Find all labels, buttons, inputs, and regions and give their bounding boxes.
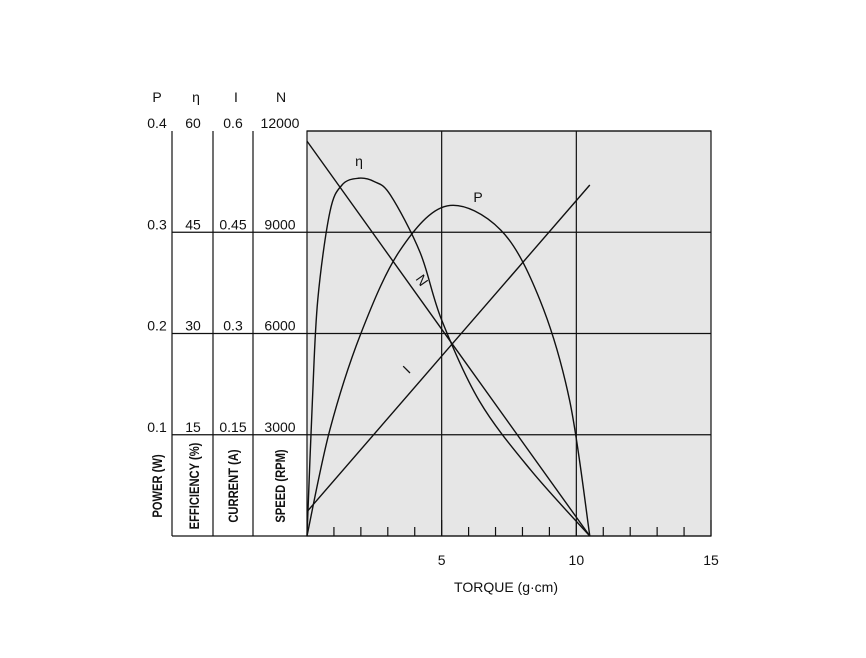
- y-tick-label: 60: [185, 115, 201, 131]
- y-tick-label: 0.4: [147, 115, 167, 131]
- y-tick-label: 0.45: [219, 216, 246, 232]
- y-tick-label: 0.1: [147, 419, 167, 435]
- series-line: [306, 204, 591, 537]
- y-axis-label: SPEED (RPM): [273, 449, 288, 522]
- x-axis-label: TORQUE (g·cm): [454, 579, 558, 595]
- y-tick-label: 45: [185, 216, 201, 232]
- y-tick-label: 30: [185, 318, 201, 334]
- y-tick-label: 3000: [264, 419, 295, 435]
- x-tick-label: 5: [438, 552, 446, 568]
- y-axis-label: CURRENT (A): [226, 449, 241, 522]
- x-tick-label: 15: [703, 552, 719, 568]
- y-tick-label: 9000: [264, 216, 295, 232]
- y-tick-label: 12000: [261, 115, 300, 131]
- y-tick-label: 0.3: [223, 318, 243, 334]
- axis-symbol: N: [276, 89, 286, 105]
- axis-symbol: η: [192, 89, 200, 105]
- y-tick-label: 0.3: [147, 216, 167, 232]
- series-line: [306, 140, 591, 537]
- axis-symbol: P: [152, 89, 161, 105]
- x-tick-label: 10: [569, 552, 585, 568]
- axis-symbol: I: [234, 89, 238, 105]
- y-tick-label: 0.6: [223, 115, 243, 131]
- series-line: [306, 177, 591, 537]
- y-tick-label: 0.2: [147, 318, 167, 334]
- y-tick-label: 6000: [264, 318, 295, 334]
- series-label: P: [473, 189, 482, 205]
- y-tick-label: 0.15: [219, 419, 246, 435]
- y-axis-label: EFFICIENCY (%): [187, 443, 202, 530]
- y-axis-label: POWER (W): [150, 454, 165, 517]
- series-label: η: [355, 153, 363, 169]
- y-tick-label: 15: [185, 419, 201, 435]
- series-line: [306, 184, 591, 513]
